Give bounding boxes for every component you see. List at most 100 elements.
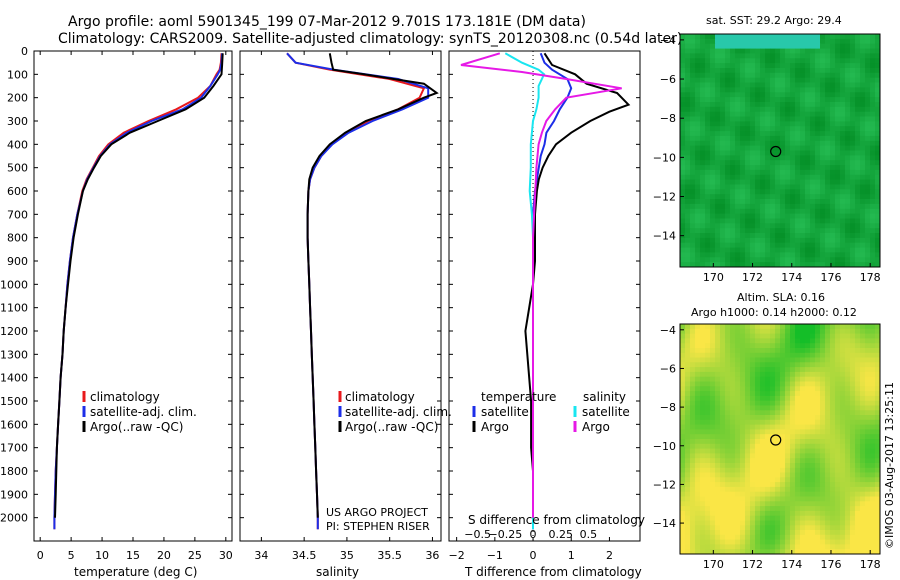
map-cell	[840, 434, 846, 440]
map-cell	[775, 328, 781, 334]
map-cell	[825, 160, 831, 166]
map-cell	[815, 213, 821, 219]
map-cell	[845, 530, 851, 536]
map-cell	[740, 68, 746, 74]
map-cell	[750, 357, 756, 363]
map-cell	[735, 126, 741, 132]
map-cell	[685, 34, 691, 40]
map-cell	[800, 34, 806, 40]
map-cell	[870, 333, 876, 339]
map-cell	[770, 155, 776, 161]
map-cell	[700, 257, 706, 263]
map-cell	[685, 87, 691, 93]
map-cell	[825, 228, 831, 234]
map-cell	[845, 362, 851, 368]
map-cell	[705, 520, 711, 526]
map-cell	[735, 381, 741, 387]
map-cell	[820, 145, 826, 151]
map-cell	[805, 405, 811, 411]
map-cell	[875, 348, 881, 354]
map-cell	[865, 150, 871, 156]
map-cell	[760, 486, 766, 493]
map-cell	[725, 63, 731, 69]
map-cell	[715, 87, 721, 93]
map-cell	[865, 491, 871, 497]
map-cell	[735, 510, 741, 517]
map-cell	[695, 82, 701, 88]
map-cell	[800, 443, 806, 449]
map-cell	[730, 111, 736, 117]
map-cell	[785, 87, 791, 93]
map-cell	[820, 352, 826, 358]
map-cell	[710, 43, 716, 49]
map-cell	[875, 63, 881, 69]
map-cell	[705, 237, 711, 244]
map-cell	[845, 328, 851, 334]
map-cell	[760, 160, 766, 166]
map-cell	[735, 43, 741, 49]
map-cell	[750, 395, 756, 402]
map-cell	[710, 549, 716, 555]
map-cell	[840, 381, 846, 387]
map-cell	[805, 48, 811, 54]
map-cell	[690, 87, 696, 93]
map-cell	[800, 544, 806, 550]
map-cell	[810, 371, 816, 378]
map-cell	[745, 58, 751, 64]
map-cell	[735, 121, 741, 127]
map-cell	[725, 376, 731, 382]
map-cell	[805, 116, 811, 122]
map-cell	[690, 237, 696, 244]
map-cell	[850, 174, 856, 181]
map-cell	[820, 429, 826, 435]
map-cell	[730, 381, 736, 387]
map-cell	[810, 405, 816, 411]
map-cell	[775, 549, 781, 555]
map-cell	[735, 534, 741, 540]
map-cell	[750, 539, 756, 545]
map-cell	[800, 223, 806, 229]
map-cell	[805, 429, 811, 435]
map-cell	[705, 443, 711, 449]
map-cell	[695, 218, 701, 224]
map-cell	[720, 106, 726, 113]
map-cell	[755, 496, 761, 502]
map-cell	[860, 194, 866, 200]
map-cell	[810, 395, 816, 402]
map-cell	[800, 362, 806, 368]
map-cell	[710, 135, 716, 142]
map-cell	[840, 97, 846, 103]
map-cell	[750, 391, 756, 397]
map-cell	[705, 549, 711, 555]
map-cell	[855, 58, 861, 64]
map-cell	[825, 169, 831, 176]
map-cell	[725, 82, 731, 88]
map-cell	[870, 362, 876, 368]
map-cell	[750, 116, 756, 122]
map-cell	[765, 520, 771, 526]
map-cell	[740, 233, 746, 239]
lon-tick-label: 176	[820, 271, 841, 284]
map-cell	[770, 160, 776, 166]
map-cell	[810, 135, 816, 142]
map-cell	[695, 247, 701, 253]
map-cell	[835, 218, 841, 224]
map-cell	[685, 38, 691, 45]
map-cell	[810, 34, 816, 40]
map-cell	[695, 92, 701, 98]
map-cell	[780, 135, 786, 142]
map-cell	[865, 189, 871, 195]
map-cell	[690, 194, 696, 200]
map-cell	[705, 184, 711, 190]
depth-tick-label: 700	[7, 208, 28, 221]
map-cell	[740, 539, 746, 545]
map-cell	[720, 338, 726, 344]
map-cell	[695, 486, 701, 493]
map-cell	[785, 448, 791, 454]
map-cell	[715, 324, 721, 330]
map-cell	[835, 77, 841, 83]
map-cell	[825, 439, 831, 445]
x-tick-label-s: 0	[530, 528, 537, 541]
map-cell	[790, 92, 796, 98]
map-cell	[680, 448, 686, 454]
